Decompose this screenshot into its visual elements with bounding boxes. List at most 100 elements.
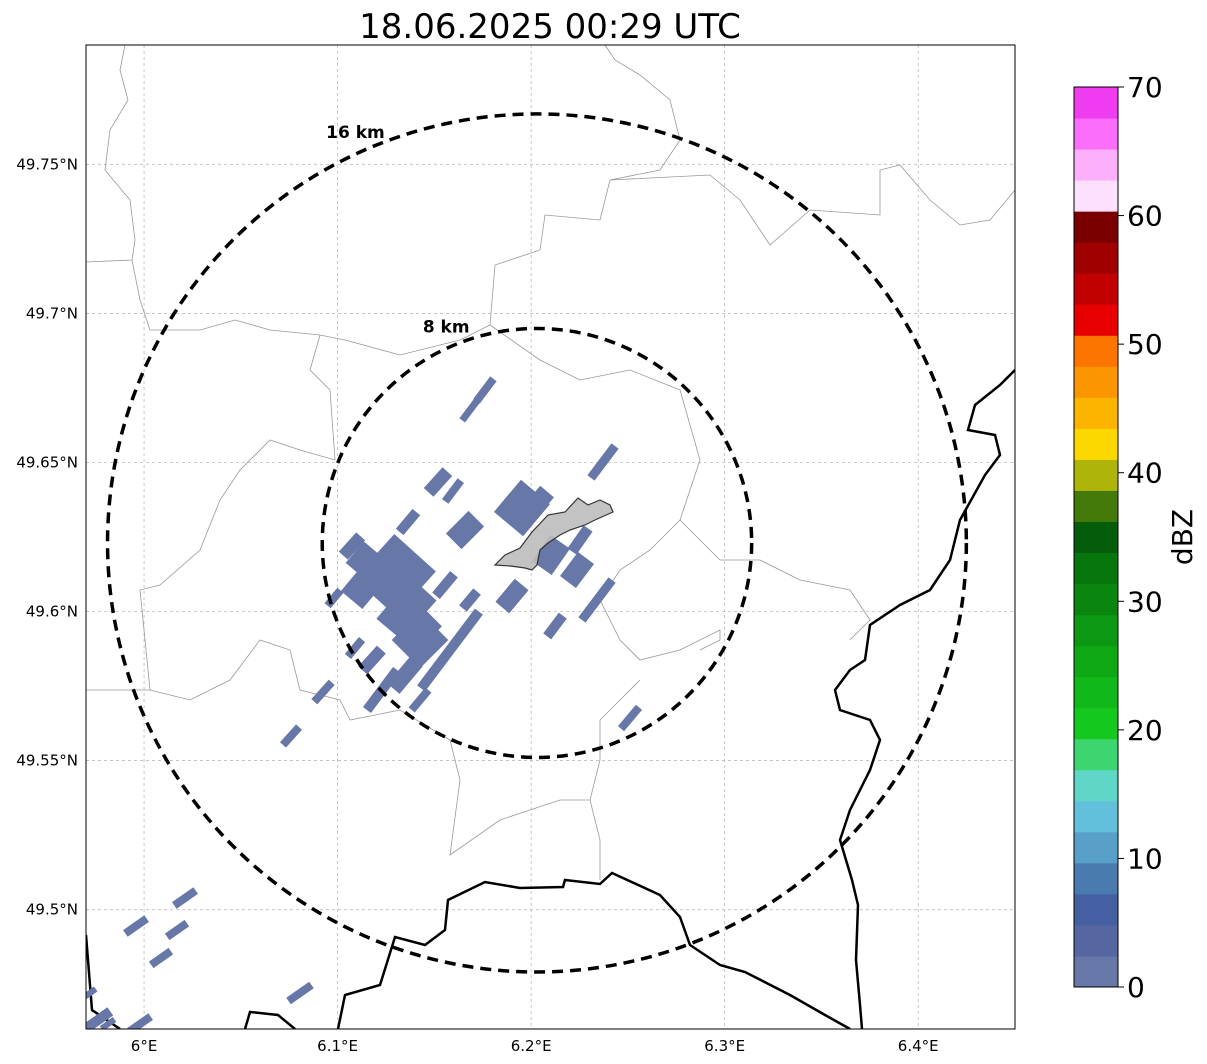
echo-cell bbox=[286, 981, 314, 1005]
city-area bbox=[493, 497, 614, 571]
city-polygon bbox=[493, 497, 614, 571]
echo-cell bbox=[311, 679, 335, 705]
echo-cell bbox=[340, 571, 380, 609]
colorbar-segment bbox=[1074, 304, 1118, 336]
boundary-line bbox=[599, 519, 721, 661]
colorbar-segment bbox=[1074, 366, 1118, 398]
municipal-boundaries bbox=[86, 45, 1015, 880]
range-ring-labels: 16 km 8 km bbox=[326, 123, 469, 337]
lon-tick-label: 6.1°E bbox=[317, 1037, 358, 1055]
echo-cell bbox=[127, 1013, 153, 1029]
echo-cell bbox=[395, 508, 421, 536]
colorbar-segment bbox=[1074, 676, 1118, 709]
colorbar-segment bbox=[1074, 707, 1118, 740]
map-frame bbox=[85, 44, 1016, 1030]
colorbar-segment bbox=[1074, 490, 1118, 522]
echo-cell bbox=[123, 915, 149, 937]
colorbar-segment bbox=[1074, 955, 1118, 988]
colorbar-tick-label: 10 bbox=[1127, 842, 1163, 875]
echo-cell bbox=[164, 919, 190, 941]
colorbar-tick-label: 20 bbox=[1127, 714, 1163, 747]
echo-cell bbox=[473, 376, 497, 404]
echo-cell bbox=[441, 478, 465, 504]
boundary-line bbox=[589, 679, 641, 801]
colorbar-segment bbox=[1074, 273, 1118, 305]
map-title: 18.06.2025 00:29 UTC bbox=[359, 7, 741, 47]
colorbar-segment bbox=[1074, 428, 1118, 460]
echo-cell bbox=[617, 704, 643, 732]
echo-cell bbox=[587, 443, 619, 481]
colorbar-segment bbox=[1074, 521, 1118, 554]
colorbar-segment bbox=[1074, 831, 1118, 864]
echo-cell bbox=[408, 608, 442, 642]
colorbar-segment bbox=[1074, 335, 1118, 367]
colorbar-segment bbox=[1074, 924, 1118, 957]
range-rings bbox=[105, 112, 969, 974]
boundary-line bbox=[131, 45, 681, 356]
echo-cell bbox=[459, 397, 481, 423]
echo-cell bbox=[279, 724, 303, 748]
lat-tick-label: 49.6°N bbox=[26, 603, 78, 621]
echo-cell bbox=[338, 532, 366, 560]
colorbar-segment bbox=[1074, 459, 1118, 491]
colorbar-segment bbox=[1074, 397, 1118, 429]
colorbar-segments bbox=[1074, 87, 1118, 988]
echo-cell bbox=[86, 1007, 114, 1029]
lat-tick-label: 49.75°N bbox=[16, 155, 78, 173]
colorbar-segment bbox=[1074, 583, 1118, 616]
colorbar-segment bbox=[1074, 738, 1118, 771]
range-ring-label: 8 km bbox=[423, 318, 470, 338]
colorbar-segment bbox=[1074, 769, 1118, 802]
echo-cell bbox=[423, 467, 453, 497]
echo-cell bbox=[345, 541, 395, 589]
colorbar-segment bbox=[1074, 552, 1118, 585]
latitude-tick-labels: 49.75°N 49.7°N 49.65°N 49.6°N 49.55°N 49.5°N bbox=[16, 155, 78, 918]
echo-cell bbox=[376, 601, 414, 639]
colorbar-frame bbox=[1073, 86, 1119, 988]
boundary-line bbox=[86, 334, 336, 691]
lat-tick-label: 49.5°N bbox=[26, 901, 78, 919]
boundary-line bbox=[86, 45, 136, 263]
colorbar-segment bbox=[1074, 118, 1118, 150]
lon-tick-label: 6°E bbox=[131, 1037, 158, 1055]
border-line bbox=[833, 369, 1015, 1029]
echo-cell bbox=[408, 687, 432, 713]
echo-cell bbox=[567, 525, 593, 555]
border-line bbox=[336, 871, 851, 1029]
range-ring bbox=[320, 326, 754, 760]
colorbar-segment bbox=[1074, 180, 1118, 212]
colorbar-tick-label: 70 bbox=[1127, 71, 1163, 104]
gridlines bbox=[86, 45, 1015, 1029]
lat-tick-label: 49.7°N bbox=[26, 304, 78, 322]
echo-cell bbox=[344, 637, 366, 659]
echo-cell bbox=[99, 1016, 117, 1029]
echo-cell bbox=[358, 645, 386, 675]
longitude-tick-labels: 6°E 6.1°E 6.2°E 6.3°E 6.4°E bbox=[131, 1037, 939, 1055]
lon-tick-label: 6.3°E bbox=[704, 1037, 745, 1055]
echo-cell bbox=[148, 947, 174, 969]
echo-cell bbox=[432, 571, 458, 599]
echo-cell bbox=[559, 552, 595, 588]
echo-cell bbox=[387, 656, 423, 694]
colorbar-label: dBZ bbox=[1166, 509, 1199, 565]
lat-tick-label: 49.55°N bbox=[16, 752, 78, 770]
colorbar-segment bbox=[1074, 211, 1118, 243]
echo-cell bbox=[417, 608, 483, 692]
range-ring bbox=[105, 112, 969, 974]
border-line bbox=[243, 1010, 296, 1029]
colorbar-ticks: 0 10 20 30 40 50 60 70 bbox=[1118, 71, 1163, 1004]
colorbar-segment bbox=[1074, 87, 1118, 119]
echo-cell bbox=[354, 533, 436, 617]
echo-cell bbox=[459, 588, 481, 612]
colorbar-segment bbox=[1074, 149, 1118, 181]
colorbar-segment bbox=[1074, 862, 1118, 895]
echo-cell bbox=[543, 612, 567, 640]
colorbar-tick-label: 30 bbox=[1127, 585, 1163, 618]
lat-tick-label: 49.65°N bbox=[16, 453, 78, 471]
colorbar-segment bbox=[1074, 614, 1118, 647]
echo-cell bbox=[495, 578, 529, 614]
boundary-line bbox=[149, 639, 601, 880]
colorbar-segment bbox=[1074, 242, 1118, 274]
colorbar-tick-label: 40 bbox=[1127, 457, 1163, 490]
